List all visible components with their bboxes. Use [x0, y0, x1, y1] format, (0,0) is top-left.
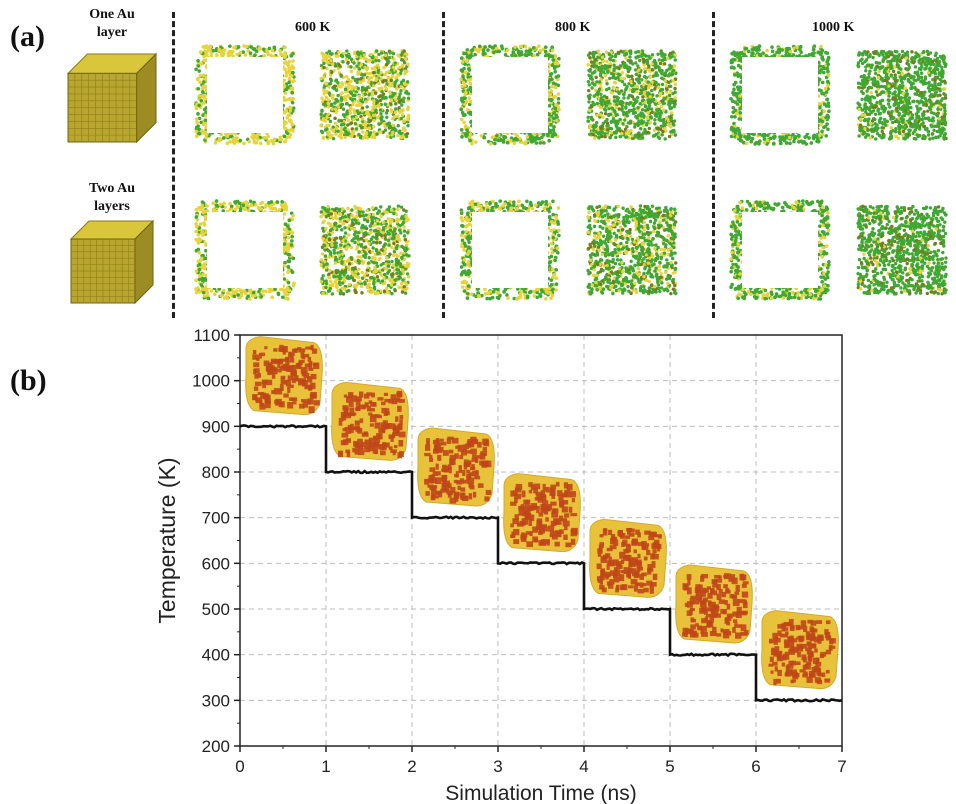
panel-b-label: (b)	[10, 364, 47, 397]
inset-cube-4	[589, 518, 667, 598]
x-tick-label-0: 0	[235, 757, 244, 776]
cube-one-layer	[66, 52, 158, 144]
cube-snapshot-1-0	[319, 204, 411, 296]
x-tick-label-1: 1	[321, 757, 330, 776]
x-tick-label-3: 3	[493, 757, 502, 776]
y-tick-label-3: 500	[202, 600, 230, 619]
inset-cube-3	[503, 473, 581, 553]
cube-snapshot-1-1	[586, 204, 678, 296]
cube-snapshot-0-1	[586, 49, 678, 141]
temp-label-1000: 1000 K	[812, 20, 855, 35]
y-tick-label-5: 700	[202, 509, 230, 528]
x-axis-title: Simulation Time (ns)	[445, 782, 636, 804]
temp-label-600: 600 K	[295, 20, 331, 35]
cross-section-1-2	[729, 199, 831, 301]
cross-section-0-0	[194, 44, 296, 146]
cross-section-1-0	[194, 199, 296, 301]
temp-label-800: 800 K	[555, 20, 591, 35]
y-tick-label-7: 900	[202, 417, 230, 436]
inset-cube-6	[761, 610, 839, 690]
x-tick-label-4: 4	[579, 757, 588, 776]
nanocube-illustrations	[66, 44, 948, 305]
inset-cube-0	[245, 336, 323, 416]
inset-cube-2	[417, 427, 495, 507]
x-tick-label-2: 2	[407, 757, 416, 776]
cube-snapshot-1-2	[856, 204, 948, 296]
cube-two-layers	[69, 219, 155, 305]
panel-a-label: (a)	[10, 20, 45, 53]
x-tick-label-5: 5	[665, 757, 674, 776]
y-tick-label-2: 400	[202, 646, 230, 665]
y-tick-label-4: 600	[202, 554, 230, 573]
x-tick-label-7: 7	[837, 757, 846, 776]
row-label-two-layers: Two Au layers	[88, 181, 136, 214]
x-tick-label-6: 6	[751, 757, 760, 776]
cube-snapshot-0-0	[319, 49, 411, 141]
inset-cube-1	[331, 381, 409, 461]
cross-section-0-1	[459, 44, 561, 146]
y-axis-title: Temperature (K)	[154, 457, 180, 623]
inset-cube-5	[675, 564, 753, 644]
row-label-one-layer: One Au layer	[89, 7, 135, 40]
y-tick-label-9: 1100	[193, 326, 230, 345]
separator-1	[172, 12, 175, 318]
separator-3	[712, 12, 715, 318]
temperature-series-line	[239, 424, 843, 703]
y-tick-label-6: 800	[202, 463, 230, 482]
cube-snapshot-0-2	[856, 49, 948, 141]
y-tick-label-0: 200	[202, 737, 230, 756]
cross-section-0-2	[729, 44, 831, 146]
cross-section-1-1	[459, 199, 561, 301]
y-tick-label-8: 1000	[192, 372, 230, 391]
separator-2	[442, 12, 445, 318]
y-tick-label-1: 300	[202, 691, 230, 710]
